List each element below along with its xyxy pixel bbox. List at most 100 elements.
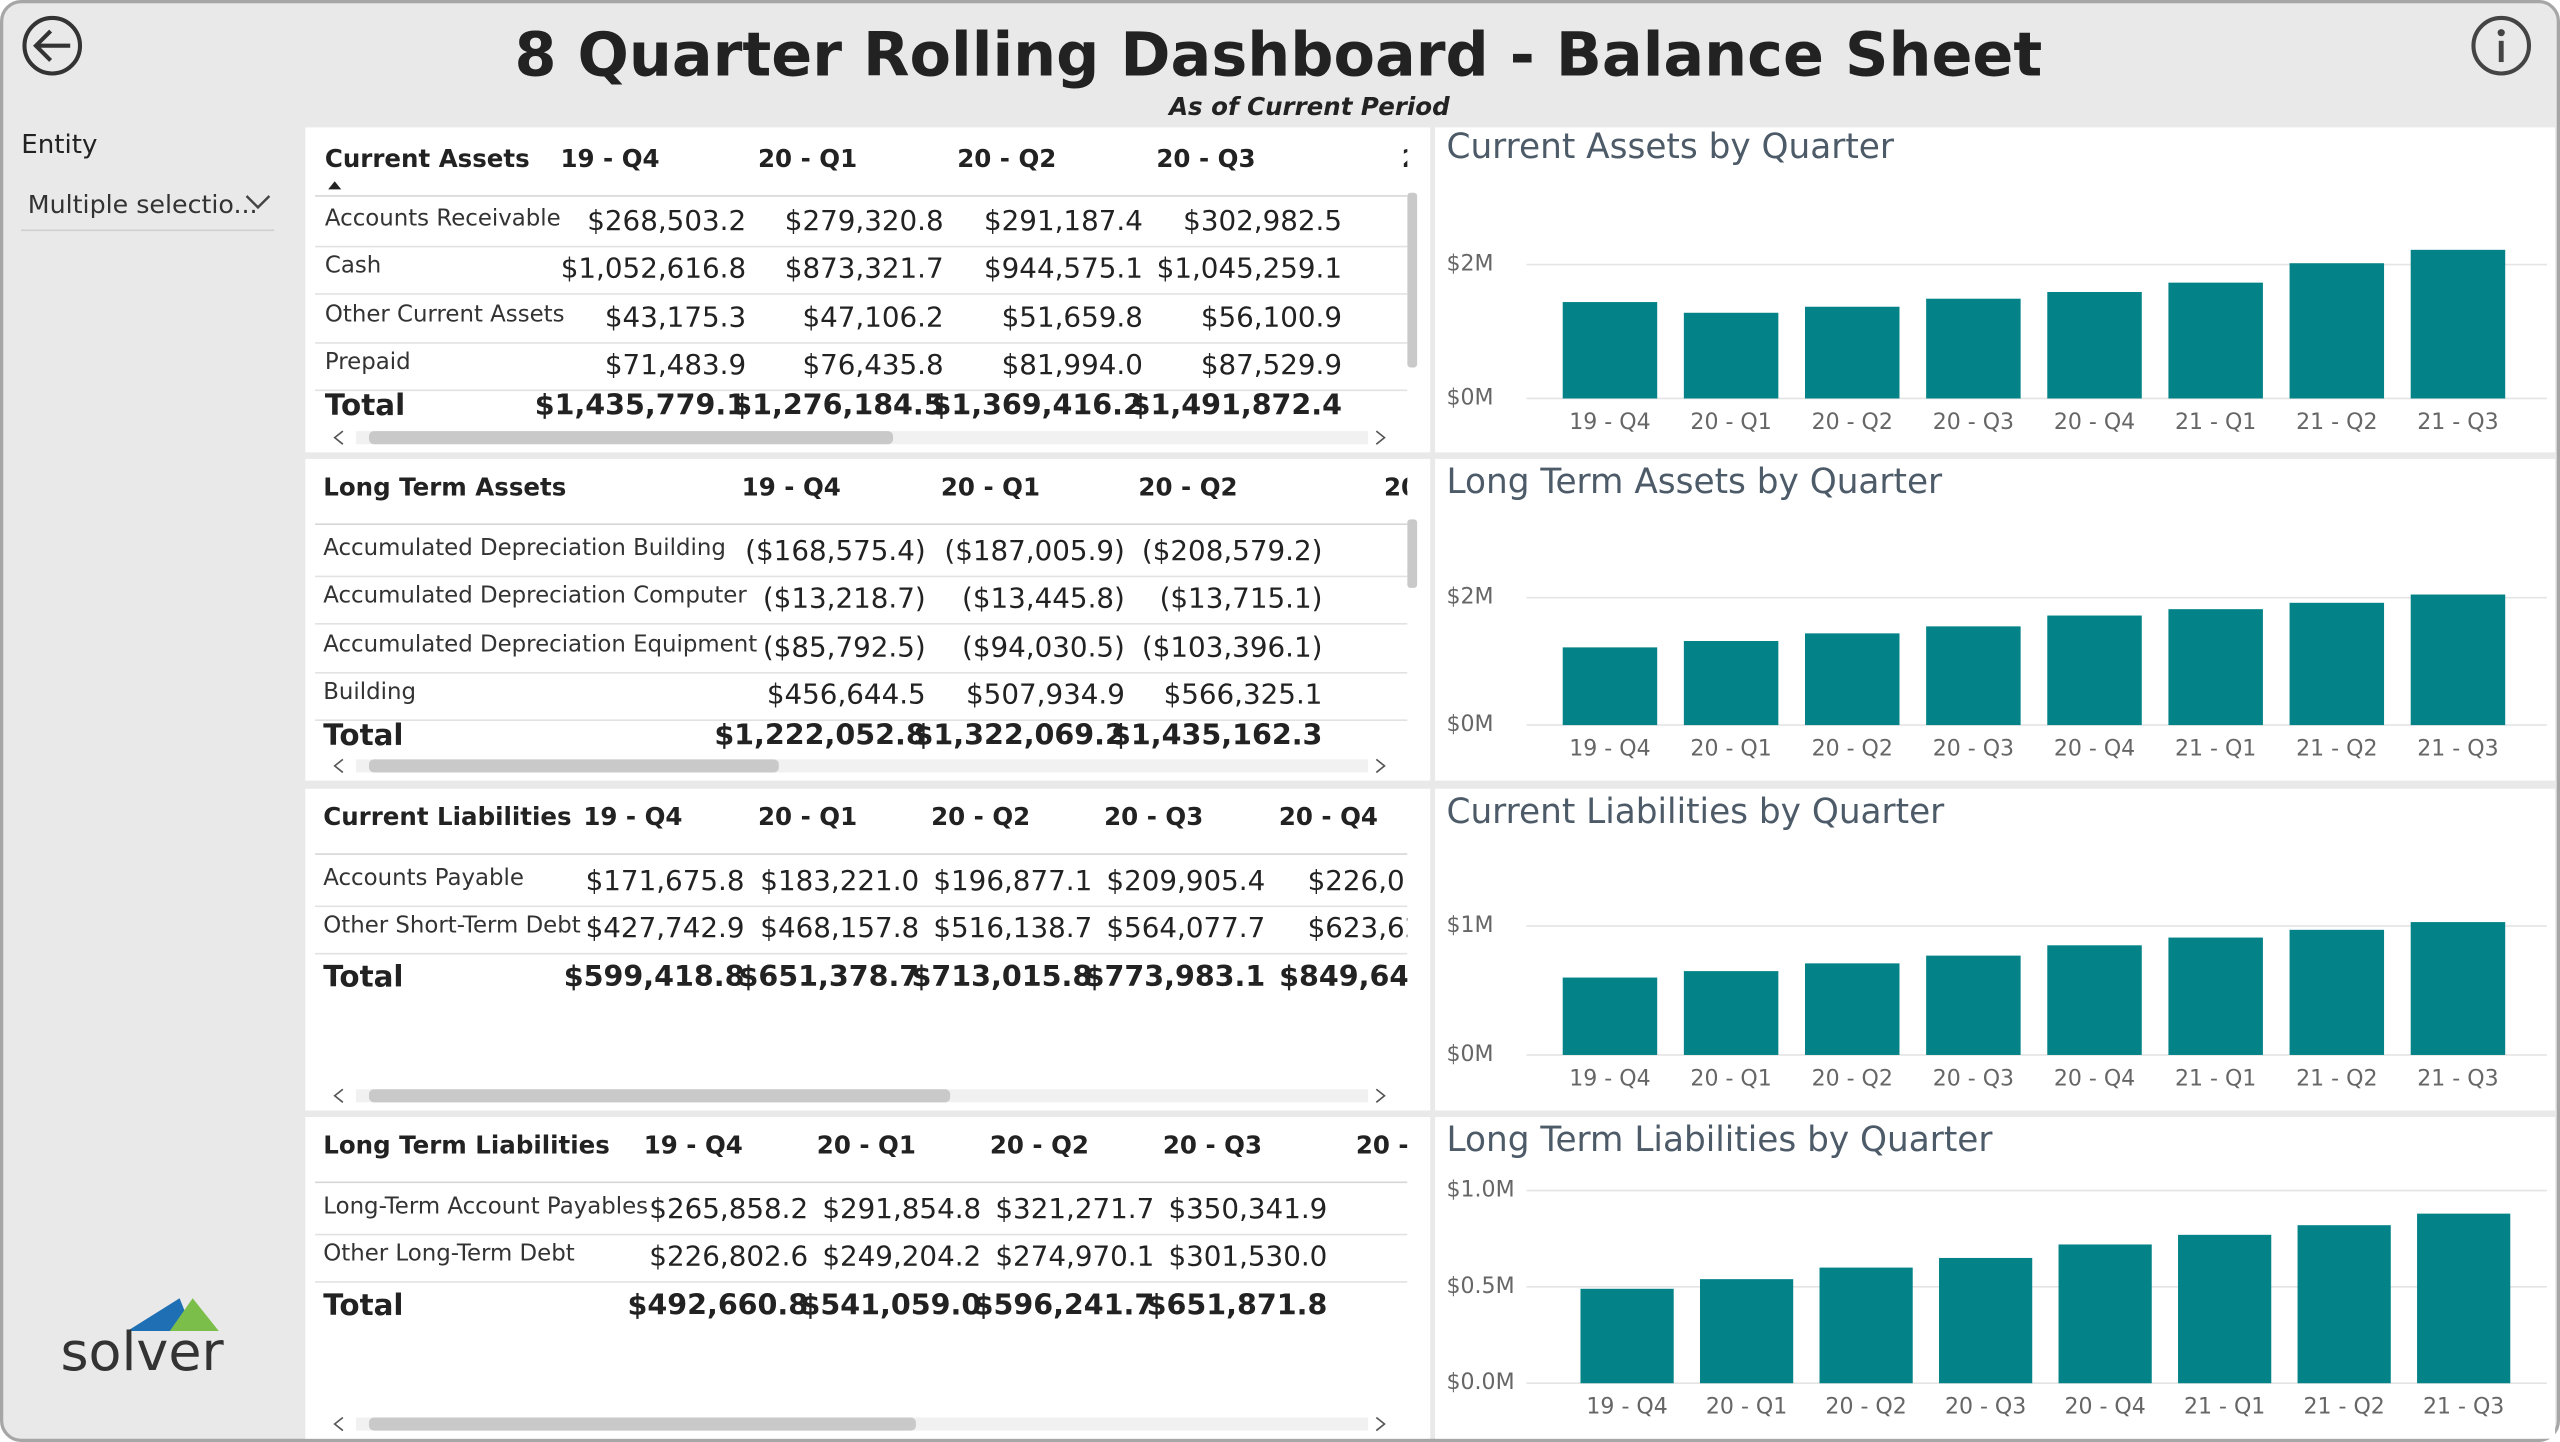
scroll-left [333, 430, 344, 445]
column-header: 20 - [1402, 144, 1455, 173]
table: Long Term Liabilities 19 - Q4 20 - Q1 20 - … [315, 1130, 1408, 1322]
x-tick-label: 21 - Q1 [2175, 410, 2256, 435]
total-cell: $596,241.7 [974, 1287, 1155, 1321]
bar [2168, 937, 2263, 1055]
filter-dropdown[interactable]: Multiple selectio... [21, 190, 275, 232]
column-header: 20 - [1384, 472, 1437, 501]
total-cell: $713,015.8 [912, 959, 1093, 993]
chart-title: Current Assets by Quarter [1447, 127, 1895, 167]
row-label: Accumulated Depreciation Equipment [323, 632, 757, 658]
bar [1580, 1288, 1674, 1384]
column-header: 20 - Q2 [931, 802, 1030, 831]
total-label: Total [325, 388, 405, 422]
bar [1926, 626, 2021, 726]
row-label: Other Long-Term Debt [323, 1241, 574, 1267]
cell: $226,017 [1308, 864, 1440, 897]
table-title: Long Term Liabilities [323, 1130, 610, 1159]
horizontal-scrollbar[interactable] [333, 1416, 1386, 1432]
vertical-scrollbar[interactable] [1407, 519, 1418, 588]
cell: $516,138.7 [933, 911, 1092, 944]
x-tick-label: 21 - Q1 [2184, 1395, 2265, 1420]
back-button[interactable] [22, 15, 83, 76]
horizontal-scrollbar[interactable] [333, 758, 1386, 774]
row-label: Accounts Receivable [325, 205, 561, 231]
bar [1804, 633, 1900, 726]
x-tick-label: 19 - Q4 [1586, 1395, 1667, 1420]
cell: ($13,445.8) [962, 581, 1125, 614]
total-cell: $1,369,416.2 [931, 388, 1142, 422]
x-tick-label: 21 - Q2 [2296, 1066, 2377, 1091]
cell: $468,157.8 [760, 911, 919, 944]
chart-title: Long Term Liabilities by Quarter [1447, 1120, 1994, 1160]
total-label: Total [323, 1288, 403, 1322]
column-header: 20 - Q2 [990, 1130, 1089, 1159]
cell: $47,106.2 [802, 300, 943, 333]
x-tick-label: 20 - Q1 [1690, 410, 1771, 435]
bar [2417, 1213, 2511, 1384]
cell: $564,077.7 [1106, 911, 1265, 944]
table: Long Term Assets 19 - Q4 20 - Q1 20 - Q2 20 … [315, 472, 1437, 752]
y-tick-label: $2M [1447, 585, 1494, 610]
cell: $1,045,259.1 [1157, 251, 1342, 284]
table-panel [305, 788, 1431, 1111]
row-label: Building [323, 679, 416, 705]
scroll-thumb [368, 1417, 916, 1431]
info-button[interactable] [2471, 15, 2532, 76]
column-header: 19 - Q4 [583, 802, 682, 831]
bar [2410, 922, 2506, 1055]
column-header: 20 - Q2 [1138, 472, 1237, 501]
x-tick-label: 21 - Q3 [2423, 1395, 2504, 1420]
x-tick-label: 19 - Q4 [1569, 410, 1650, 435]
scroll-thumb [1407, 192, 1418, 368]
bar [2289, 263, 2385, 399]
x-tick-label: 21 - Q1 [2175, 737, 2256, 762]
x-tick-label: 20 - Q4 [2064, 1395, 2145, 1420]
cell: $268,503.2 [587, 204, 746, 237]
chart-title: Long Term Assets by Quarter [1447, 462, 1944, 502]
x-tick-label: 20 - Q2 [1812, 410, 1893, 435]
cell: $171,675.8 [586, 864, 745, 897]
x-tick-label: 21 - Q3 [2417, 1066, 2498, 1091]
y-tick-label: $1M [1447, 913, 1494, 938]
bar [1683, 641, 1779, 726]
x-tick-label: 21 - Q2 [2303, 1395, 2384, 1420]
bar [2297, 1225, 2391, 1384]
x-tick-label: 21 - Q2 [2296, 410, 2377, 435]
cell: $291,854.8 [822, 1192, 981, 1225]
cell: $566,325.1 [1164, 678, 1323, 711]
scroll-thumb [368, 431, 894, 445]
y-tick-label: $0.5M [1447, 1274, 1515, 1299]
y-tick-label: $1.0M [1447, 1178, 1515, 1203]
horizontal-scrollbar[interactable] [333, 430, 1386, 445]
table-title: Current Liabilities [323, 802, 571, 831]
cell: $279,320.8 [785, 204, 944, 237]
total-cell: $1,276,184.5 [732, 388, 943, 422]
bar [1562, 977, 1658, 1055]
column-header: 20 - Q2 [957, 144, 1056, 173]
x-tick-label: 19 - Q4 [1569, 737, 1650, 762]
scroll-right [1375, 430, 1386, 445]
chart-panel [1435, 788, 2556, 1111]
x-tick-label: 20 - Q2 [1812, 737, 1893, 762]
scroll-thumb [1407, 519, 1418, 588]
row-label: Other Short-Term Debt [323, 912, 580, 938]
cell: $265,858.2 [649, 1192, 808, 1225]
horizontal-scrollbar[interactable] [333, 1088, 1386, 1103]
vertical-scrollbar[interactable] [1407, 192, 1418, 368]
x-tick-label: 20 - Q3 [1933, 737, 2014, 762]
cell: $249,204.2 [822, 1239, 981, 1272]
cell: $43,175.3 [605, 300, 746, 333]
scroll-right [1375, 758, 1386, 774]
bar [2410, 249, 2506, 399]
table: Current Assets 19 - Q4 20 - Q1 20 - Q2 20 - … [315, 144, 1455, 422]
cell: $87,529.9 [1201, 348, 1342, 381]
row-label: Prepaid [325, 349, 411, 375]
column-header: 20 - Q3 [1156, 144, 1255, 173]
bar [2168, 609, 2263, 726]
cell: $81,994.0 [1002, 348, 1143, 381]
total-cell: $1,322,069.2 [914, 718, 1125, 752]
column-header: 20 - Q1 [817, 1130, 916, 1159]
column-header: 19 - Q4 [742, 472, 841, 501]
cell: $76,435.8 [802, 348, 943, 381]
